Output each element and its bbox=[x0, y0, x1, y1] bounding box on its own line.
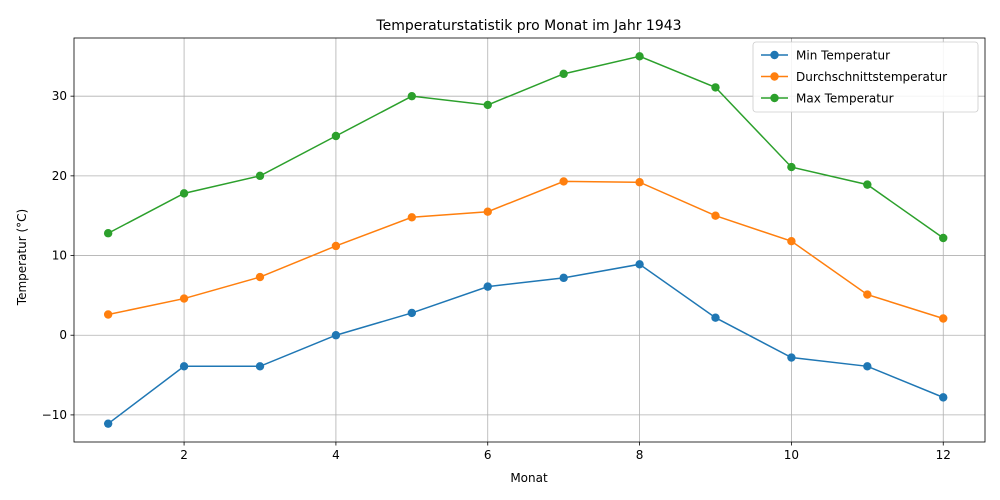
y-axis-ticks: −10 0 10 20 30 bbox=[42, 89, 74, 422]
legend-label: Durchschnittstemperatur bbox=[796, 70, 947, 84]
data-point bbox=[635, 52, 644, 61]
legend-swatch-marker bbox=[770, 50, 779, 60]
series-group bbox=[103, 52, 948, 428]
data-point bbox=[179, 189, 189, 198]
y-axis-label: Temperatur (°C) bbox=[15, 209, 29, 306]
x-axis-label: Monat bbox=[510, 471, 548, 485]
data-point bbox=[559, 273, 568, 283]
data-point bbox=[711, 313, 720, 322]
data-point bbox=[939, 233, 948, 243]
legend-swatch-marker bbox=[770, 72, 779, 81]
data-point bbox=[103, 419, 113, 428]
data-point bbox=[255, 272, 265, 282]
data-point bbox=[559, 177, 568, 186]
data-point bbox=[939, 314, 948, 323]
data-point bbox=[255, 362, 265, 371]
y-tick-label: 0 bbox=[59, 328, 67, 342]
data-point bbox=[863, 290, 872, 299]
y-tick-label: 10 bbox=[52, 249, 67, 263]
series-line-2 bbox=[107, 55, 944, 239]
data-point bbox=[863, 180, 872, 189]
data-point bbox=[331, 131, 341, 141]
plot-frame bbox=[73, 37, 986, 443]
legend-label: Max Temperatur bbox=[796, 92, 894, 106]
data-point bbox=[863, 362, 872, 371]
data-point bbox=[939, 393, 948, 402]
data-point bbox=[179, 362, 189, 371]
data-point bbox=[559, 69, 568, 79]
series-line-1 bbox=[108, 180, 944, 320]
legend-box bbox=[752, 41, 979, 113]
data-point bbox=[483, 100, 492, 110]
y-tick-label: −10 bbox=[42, 408, 67, 422]
data-point bbox=[635, 260, 644, 269]
data-point bbox=[103, 229, 113, 238]
data-point bbox=[179, 294, 189, 303]
data-point bbox=[103, 310, 113, 319]
y-tick-label: 20 bbox=[52, 169, 67, 183]
x-tick-label: 10 bbox=[784, 448, 799, 462]
chart-title: Temperaturstatistik pro Monat im Jahr 19… bbox=[375, 18, 681, 34]
data-point bbox=[787, 353, 796, 362]
legend-swatch-marker bbox=[770, 93, 779, 103]
data-point bbox=[787, 162, 796, 172]
data-point bbox=[787, 236, 796, 246]
data-point bbox=[483, 207, 492, 216]
data-point bbox=[255, 171, 265, 181]
x-tick-label: 2 bbox=[180, 448, 188, 462]
data-point bbox=[635, 178, 644, 187]
x-axis-ticks: 2 4 6 8 10 12 bbox=[180, 442, 951, 462]
legend-label: Min Temperatur bbox=[796, 49, 890, 63]
data-point bbox=[711, 211, 720, 220]
legend: Min Temperatur Durchschnittstemperatur Max… bbox=[752, 41, 979, 113]
data-point bbox=[483, 282, 492, 291]
data-point bbox=[711, 83, 720, 92]
data-point bbox=[331, 331, 341, 340]
x-tick-label: 4 bbox=[332, 448, 340, 462]
y-tick-label: 30 bbox=[52, 89, 67, 103]
series-line-0 bbox=[107, 263, 944, 425]
x-tick-label: 6 bbox=[484, 448, 492, 462]
x-tick-label: 8 bbox=[636, 448, 644, 462]
x-tick-label: 12 bbox=[936, 448, 951, 462]
data-point bbox=[331, 241, 341, 251]
data-point bbox=[407, 213, 417, 222]
data-point bbox=[407, 308, 417, 318]
data-point bbox=[407, 91, 417, 101]
